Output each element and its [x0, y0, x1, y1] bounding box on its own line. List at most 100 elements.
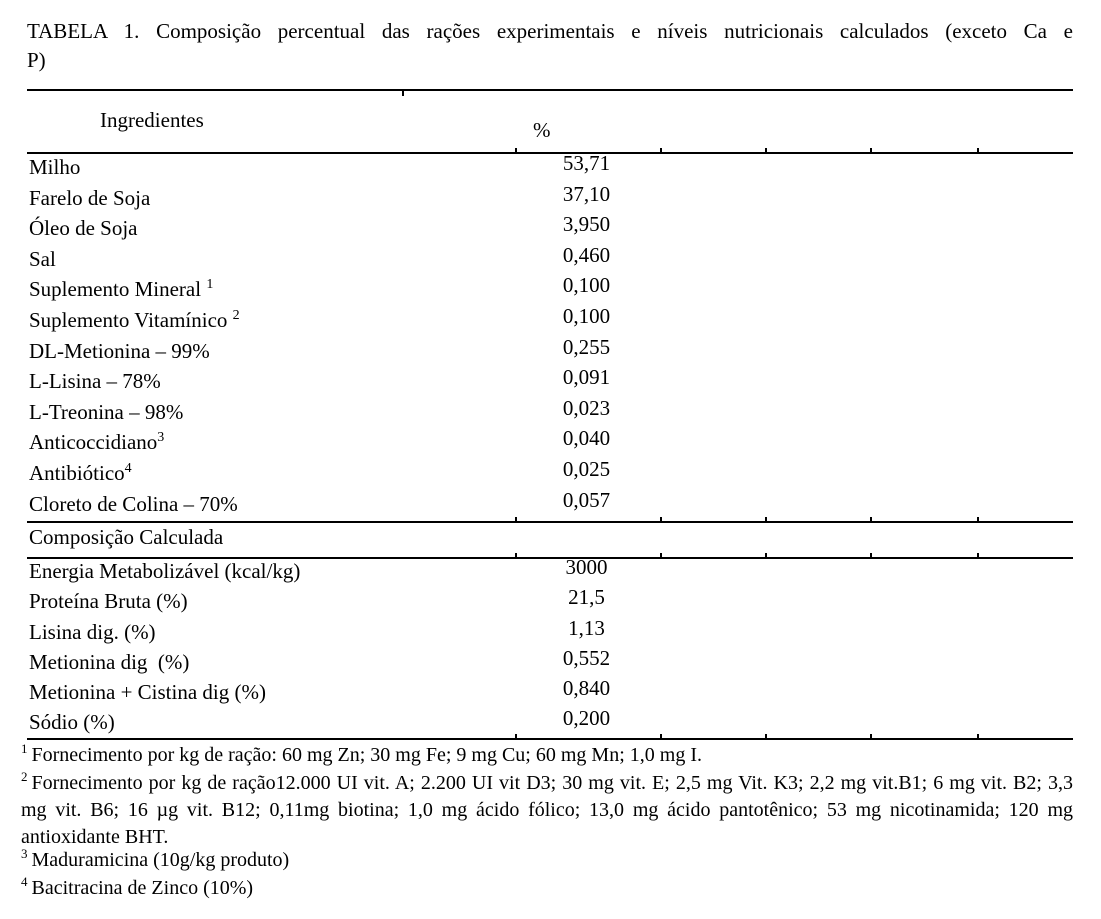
row-label: Sódio (%) [29, 710, 115, 734]
row-value: 0,040 [562, 426, 611, 450]
row-value: 21,5 [568, 585, 605, 609]
cell-border-tick [660, 517, 662, 523]
footnote-text: Bacitracina de Zinco (10%) [31, 877, 254, 899]
row-value: 0,840 [562, 676, 611, 700]
cell-border-tick [870, 517, 872, 523]
footnote-ref: 2 [232, 308, 240, 323]
table-row: Sal 0,460 [27, 243, 1073, 277]
row-value: 0,552 [562, 646, 611, 670]
cell-border-tick [977, 148, 979, 154]
footnote-text: Fornecimento por kg de ração12.000 UI vi… [21, 772, 1073, 848]
row-label: Metionina + Cistina dig (%) [29, 680, 266, 704]
cell-border-tick [870, 148, 872, 154]
footnote-marker: 2 [21, 769, 28, 785]
row-label: Sal [29, 247, 56, 271]
row-label: Milho [29, 155, 81, 179]
row-value: 0,091 [562, 365, 611, 389]
section-header: Composição Calculada [29, 525, 224, 549]
table-row: Óleo de Soja 3,950 [27, 212, 1073, 246]
cell-border-tick [660, 553, 662, 559]
row-value: 0,057 [562, 488, 611, 512]
row-label: L-Lisina – 78% [29, 369, 161, 393]
table-row: Energia Metabolizável (kcal/kg) 3000 [27, 555, 1073, 589]
table-rule-section-top [27, 517, 1073, 523]
row-value: 0,100 [562, 273, 611, 297]
column-header-ingredients: Ingredientes [100, 108, 204, 132]
footnote-4: 4 Bacitracina de Zinco (10%) [21, 875, 1073, 902]
row-label: L-Treonina – 98% [29, 400, 184, 424]
footnote-3: 3 Maduramicina (10g/kg produto) [21, 847, 1073, 874]
row-label: Cloreto de Colina – 70% [29, 492, 238, 516]
table-row: Farelo de Soja 37,10 [27, 182, 1073, 216]
row-value: 53,71 [562, 151, 611, 175]
cell-border-tick [870, 734, 872, 740]
cell-border-tick [765, 553, 767, 559]
cell-border-tick [515, 553, 517, 559]
table-row: Sódio (%) 0,200 [27, 706, 1073, 740]
row-value: 37,10 [562, 182, 611, 206]
cell-border-tick [660, 734, 662, 740]
column-header-percent: % [533, 118, 551, 142]
caption-line-1: TABELA 1. Composição percentual das raçõ… [27, 19, 1073, 43]
cell-border-tick [515, 734, 517, 740]
table-rule-bottom [27, 734, 1073, 740]
row-value: 0,255 [562, 335, 611, 359]
row-label: Anticoccidiano3 [29, 430, 165, 454]
footnote-text: Fornecimento por kg de ração: 60 mg Zn; … [31, 744, 702, 766]
cell-border-tick [515, 517, 517, 523]
row-label: Suplemento Mineral 1 [29, 277, 214, 301]
table-row: Metionina + Cistina dig (%) 0,840 [27, 676, 1073, 710]
cell-border-tick [977, 734, 979, 740]
table-row: Suplemento Mineral 1 0,100 [27, 273, 1073, 307]
table-row: Cloreto de Colina – 70% 0,057 [27, 488, 1073, 522]
table-rule-top [27, 89, 1073, 96]
cell-border-tick [977, 553, 979, 559]
row-label: Óleo de Soja [29, 216, 138, 240]
table-row: Lisina dig. (%) 1,13 [27, 616, 1073, 650]
cell-border-tick [402, 89, 404, 96]
row-label: Proteína Bruta (%) [29, 589, 188, 613]
table-row: Metionina dig (%) 0,552 [27, 646, 1073, 680]
footnote-ref: 4 [124, 461, 132, 476]
table-row: Antibiótico4 0,025 [27, 457, 1073, 491]
row-value: 0,023 [562, 396, 611, 420]
row-value: 0,100 [562, 304, 611, 328]
row-label: Antibiótico4 [29, 461, 132, 485]
table-row: L-Lisina – 78% 0,091 [27, 365, 1073, 399]
cell-border-tick [515, 148, 517, 154]
footnote-1: 1 Fornecimento por kg de ração: 60 mg Zn;… [21, 742, 1073, 769]
footnote-text: Maduramicina (10g/kg produto) [31, 849, 290, 871]
table-row: Suplemento Vitamínico 2 0,100 [27, 304, 1073, 338]
table-row: Anticoccidiano3 0,040 [27, 426, 1073, 460]
row-label: Metionina dig (%) [29, 650, 190, 674]
footnote-marker: 3 [21, 846, 28, 862]
table-rule-section-bottom [27, 553, 1073, 559]
footnote-ref: 3 [157, 430, 165, 445]
row-value: 0,025 [562, 457, 611, 481]
cell-border-tick [765, 734, 767, 740]
row-value: 3000 [565, 555, 608, 579]
row-value: 3,950 [562, 212, 611, 236]
footnote-marker: 4 [21, 874, 28, 890]
row-label: Lisina dig. (%) [29, 620, 156, 644]
footnote-2: 2 Fornecimento por kg de ração12.000 UI v… [21, 770, 1073, 851]
table-caption: TABELA 1. Composição percentual das raçõ… [27, 17, 1073, 75]
footnote-marker: 1 [21, 741, 28, 757]
cell-border-tick [660, 148, 662, 154]
cell-border-tick [977, 517, 979, 523]
footnote-ref: 1 [206, 277, 214, 292]
row-value: 1,13 [568, 616, 605, 640]
table-row: Proteína Bruta (%) 21,5 [27, 585, 1073, 619]
caption-line-2: P) [27, 48, 46, 72]
cell-border-tick [765, 148, 767, 154]
table-row: Milho 53,71 [27, 151, 1073, 185]
table-row: DL-Metionina – 99% 0,255 [27, 335, 1073, 369]
row-value: 0,460 [562, 243, 611, 267]
row-label: Suplemento Vitamínico 2 [29, 308, 240, 332]
table-rule-header [27, 148, 1073, 154]
row-label: Farelo de Soja [29, 186, 151, 210]
row-label: DL-Metionina – 99% [29, 339, 210, 363]
table-row: L-Treonina – 98% 0,023 [27, 396, 1073, 430]
row-value: 0,200 [562, 706, 611, 730]
